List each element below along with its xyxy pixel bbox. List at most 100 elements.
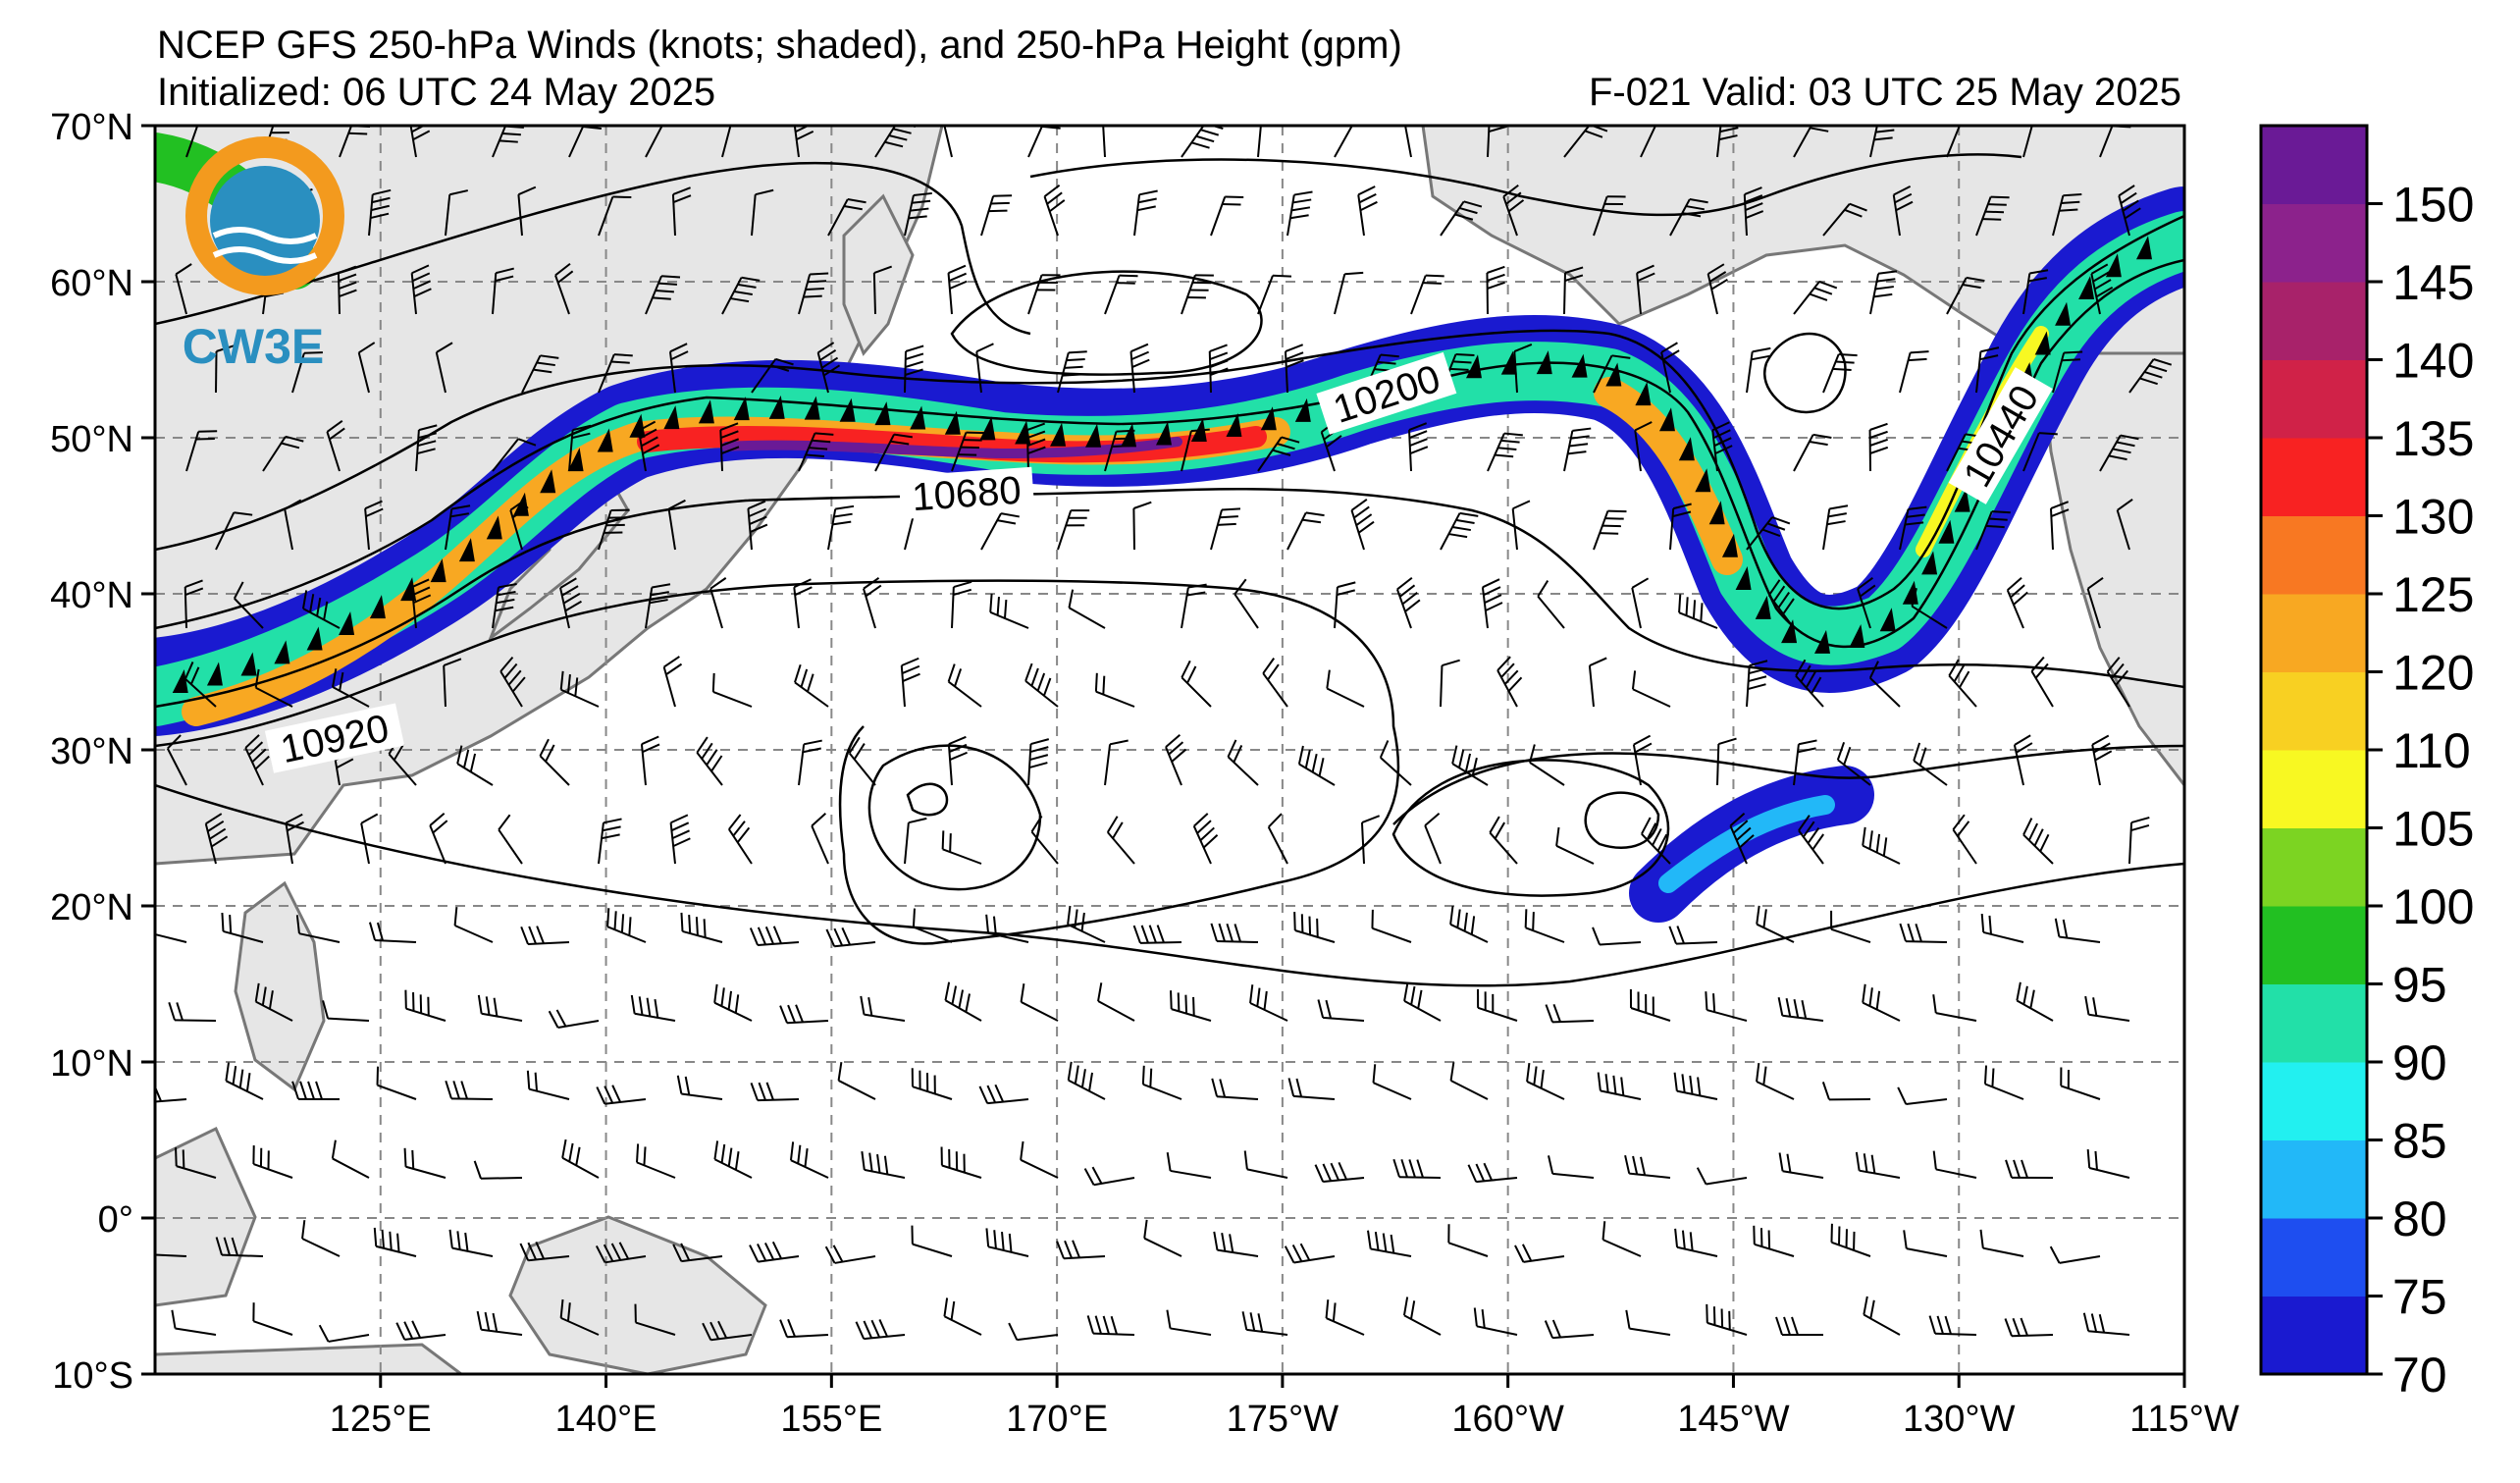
lat-tick-label: 50°N bbox=[50, 419, 133, 460]
wind-barb bbox=[1674, 1228, 1718, 1257]
wind-barb bbox=[1822, 202, 1867, 237]
wind-pennant bbox=[1605, 362, 1622, 387]
wind-barb bbox=[221, 912, 264, 943]
wind-pennant bbox=[172, 668, 188, 693]
wind-barb bbox=[1798, 815, 1824, 865]
wind-barb bbox=[360, 813, 379, 865]
colorbar-label: 70 bbox=[2392, 1348, 2447, 1403]
wind-barb bbox=[1143, 1219, 1182, 1257]
wind-pennant bbox=[910, 405, 926, 430]
wind-barb bbox=[1286, 511, 1325, 551]
wind-barb bbox=[155, 932, 187, 943]
wind-barb bbox=[1868, 422, 1889, 472]
wind-barb bbox=[1141, 1065, 1182, 1100]
land-new-guinea bbox=[508, 1215, 767, 1374]
wind-barb bbox=[1899, 505, 1927, 551]
wind-barb bbox=[1057, 350, 1087, 394]
lat-tick-label: 0° bbox=[98, 1199, 133, 1241]
colorbar-segment bbox=[2261, 750, 2367, 828]
wind-barb bbox=[498, 814, 523, 865]
wind-barb bbox=[1975, 195, 2010, 237]
wind-barb bbox=[445, 189, 469, 237]
wind-barb bbox=[2005, 1159, 2054, 1179]
wind-pennant bbox=[430, 558, 446, 583]
wind-barb bbox=[448, 1229, 494, 1257]
wind-barb bbox=[1257, 436, 1300, 472]
wind-barbs bbox=[155, 126, 2173, 1343]
wind-pennant bbox=[486, 515, 502, 540]
contour-low-aleutian bbox=[950, 270, 1263, 376]
wind-barb bbox=[368, 188, 392, 237]
wind-barb bbox=[1106, 816, 1135, 865]
land-kamchatka bbox=[842, 193, 915, 356]
wind-barb bbox=[750, 1082, 800, 1102]
wind-barb bbox=[233, 581, 264, 629]
wind-barb bbox=[1932, 1150, 1977, 1179]
wind-barb bbox=[1822, 504, 1849, 551]
wind-barb bbox=[779, 1318, 829, 1339]
wind-barb bbox=[1451, 745, 1489, 786]
wind-barb bbox=[951, 580, 972, 629]
wind-pennant bbox=[1294, 397, 1311, 422]
wind-barb bbox=[2049, 501, 2070, 551]
wind-barb bbox=[911, 1225, 953, 1257]
colorbar-label: 75 bbox=[2392, 1270, 2447, 1325]
wind-barb bbox=[364, 500, 384, 551]
wind-barb bbox=[1286, 190, 1313, 237]
wind-barb bbox=[561, 1139, 600, 1179]
wind-barb bbox=[943, 1298, 982, 1336]
wind-barb bbox=[492, 267, 514, 315]
wind-barb bbox=[2084, 995, 2130, 1022]
wind-barb bbox=[404, 989, 446, 1022]
wind-barb bbox=[702, 1320, 753, 1342]
wind-barb bbox=[825, 927, 876, 948]
wind-barb bbox=[941, 830, 982, 865]
wind-barb bbox=[709, 577, 727, 629]
wind-barb bbox=[713, 1140, 753, 1179]
wind-pennant bbox=[1121, 423, 1137, 448]
wind-pennant bbox=[1721, 533, 1738, 557]
wind-barb bbox=[874, 433, 913, 472]
wind-barb bbox=[521, 354, 559, 394]
wind-barb bbox=[1563, 266, 1584, 315]
wind-barb bbox=[1404, 126, 1412, 158]
wind-barb bbox=[185, 430, 218, 472]
wind-barb bbox=[1544, 1319, 1595, 1340]
wind-barb bbox=[1746, 660, 1768, 708]
wind-pennant bbox=[1755, 595, 1771, 619]
wind-barb bbox=[1363, 353, 1399, 394]
wind-barb bbox=[1097, 982, 1135, 1022]
wind-pennant bbox=[1695, 468, 1711, 493]
wind-barb bbox=[331, 1139, 370, 1179]
wind-pennant bbox=[2135, 236, 2152, 260]
wind-barb bbox=[747, 500, 768, 551]
wind-pennant bbox=[1954, 488, 1970, 512]
wind-barb bbox=[904, 344, 924, 394]
wind-barb bbox=[1706, 263, 1728, 315]
wind-barb bbox=[1449, 1062, 1489, 1100]
wind-barb bbox=[403, 1147, 446, 1179]
contour-10920 bbox=[155, 579, 1400, 945]
wind-barb bbox=[1545, 1003, 1595, 1024]
wind-barb bbox=[1067, 905, 1106, 943]
lat-tick-label: 60°N bbox=[50, 263, 133, 304]
wind-barb bbox=[1489, 816, 1518, 865]
contour-equatorial bbox=[155, 783, 2184, 987]
wind-barb bbox=[2118, 185, 2141, 237]
wind-barb bbox=[155, 1253, 187, 1257]
wind-barb bbox=[1669, 503, 1692, 551]
wind-barb bbox=[559, 577, 582, 629]
wind-barb bbox=[1822, 353, 1858, 394]
wind-barb bbox=[1165, 734, 1187, 786]
wind-barb bbox=[872, 265, 893, 315]
wind-barb bbox=[1830, 1223, 1871, 1257]
wind-barb bbox=[492, 583, 517, 629]
wind-pennant bbox=[567, 448, 584, 472]
wind-barb bbox=[1326, 669, 1365, 708]
wind-barb bbox=[1668, 926, 1718, 945]
colorbar-segment bbox=[2261, 359, 2367, 439]
colorbar-segment bbox=[2261, 594, 2367, 672]
wind-barb bbox=[947, 663, 982, 708]
wind-barb bbox=[636, 1143, 676, 1179]
